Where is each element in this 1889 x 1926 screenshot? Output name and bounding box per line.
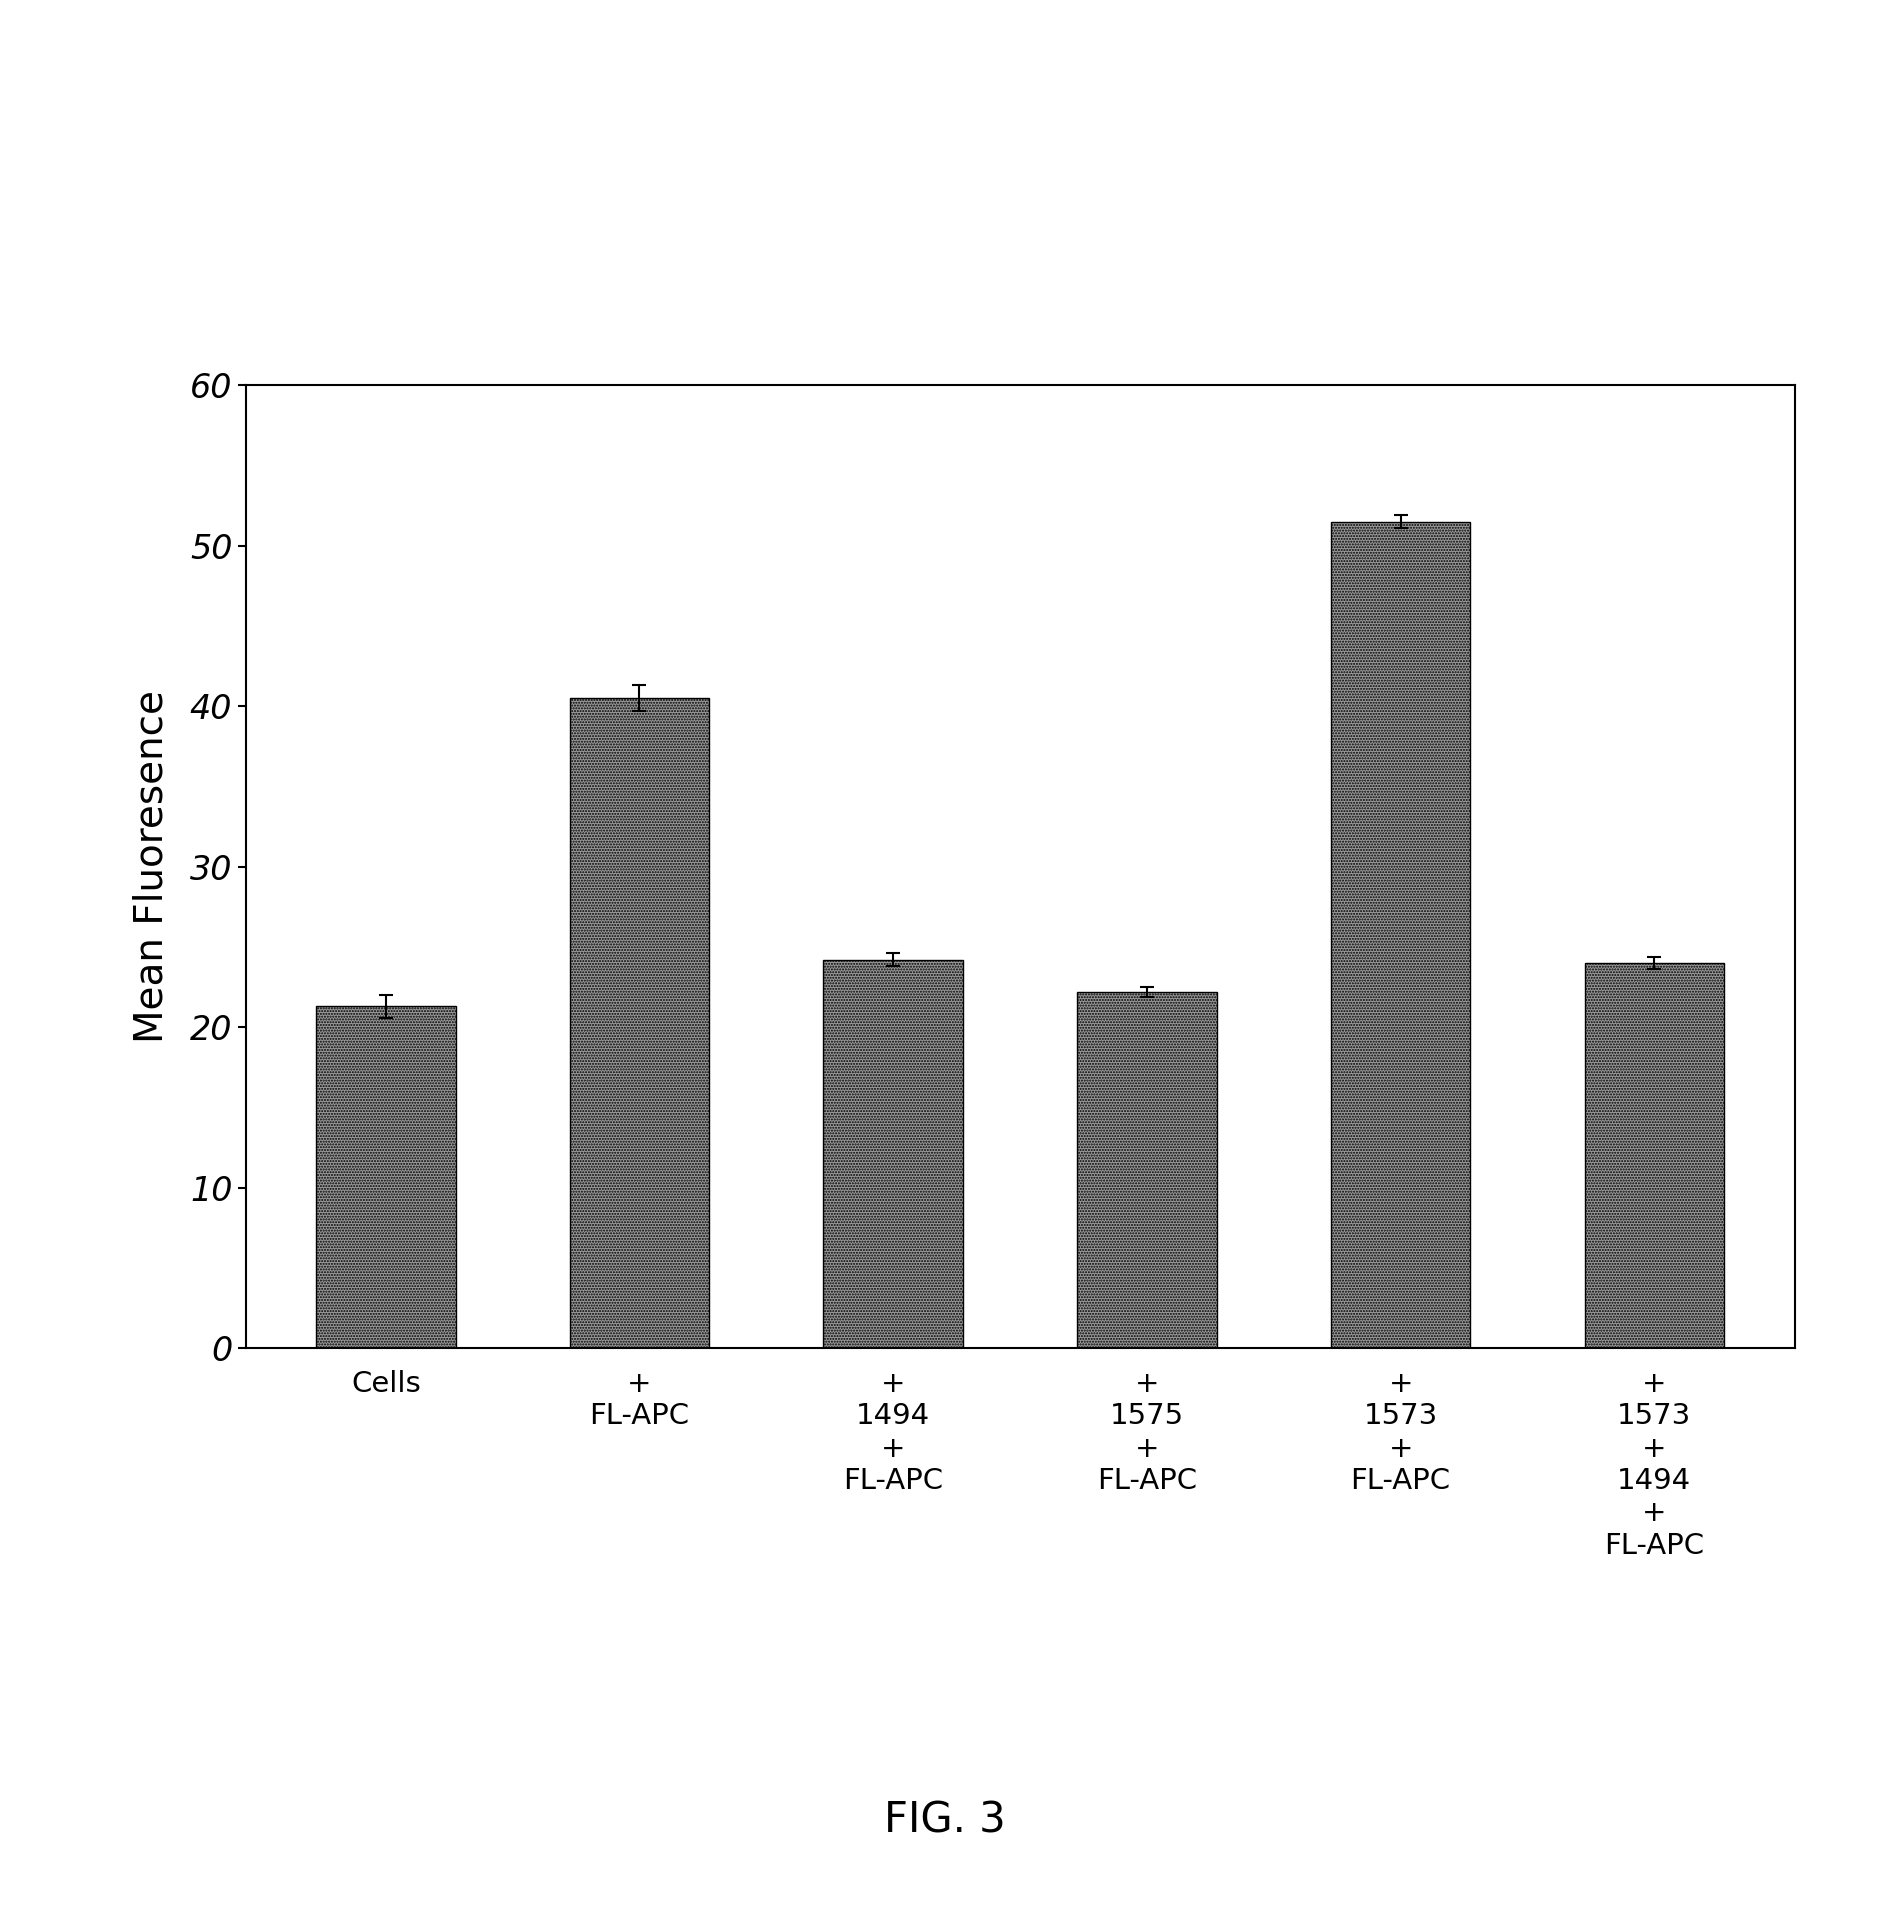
Bar xyxy=(1585,963,1725,1348)
Y-axis label: Mean Fluoresence: Mean Fluoresence xyxy=(132,690,170,1044)
Text: FIG. 3: FIG. 3 xyxy=(884,1799,1005,1841)
Bar xyxy=(1077,992,1217,1348)
Bar xyxy=(824,959,963,1348)
Bar xyxy=(570,697,708,1348)
Bar xyxy=(315,1005,455,1348)
Bar xyxy=(1332,522,1470,1348)
